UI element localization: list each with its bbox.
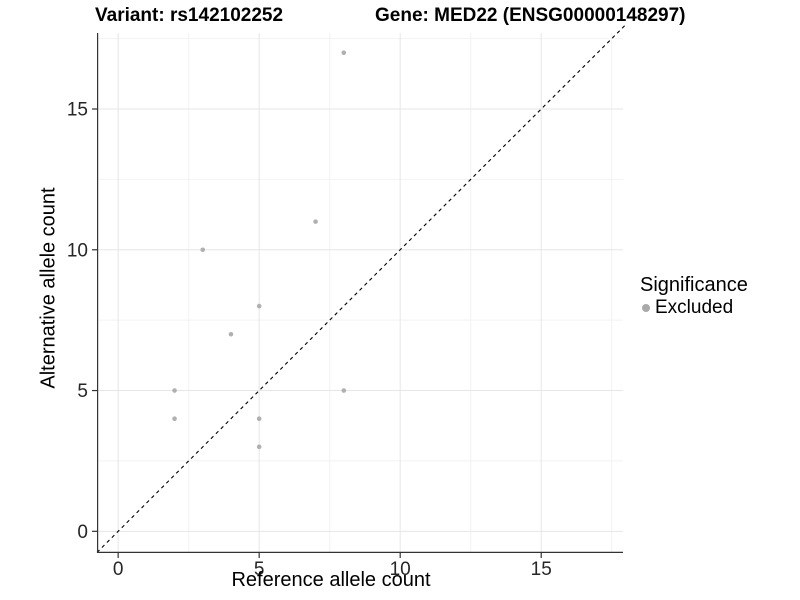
plot-title-gene: Gene: MED22 (ENSG00000148297)	[375, 5, 686, 26]
data-point	[256, 416, 262, 422]
y-tick-label: 5	[77, 381, 88, 402]
points-group	[172, 50, 347, 450]
plot-title-variant: Variant: rs142102252	[95, 5, 284, 26]
data-point	[341, 388, 347, 393]
data-point	[228, 331, 234, 337]
legend-item-excluded: Excluded	[642, 297, 748, 318]
grid-major	[97, 33, 623, 553]
legend-title: Significance	[640, 274, 748, 296]
data-point	[200, 247, 206, 253]
data-point	[172, 416, 177, 422]
plot-panel: 0 5 10 15 0 5 10 15	[67, 24, 627, 580]
x-tick-label: 5	[254, 559, 265, 580]
data-point	[256, 303, 262, 309]
y-tick-label: 10	[67, 240, 88, 261]
identity-line	[96, 24, 627, 553]
y-axis-title: Alternative allele count	[37, 187, 60, 389]
identity-line-group	[96, 24, 627, 553]
x-tick-label: 0	[113, 559, 124, 580]
grid-minor	[97, 33, 623, 553]
data-point	[256, 444, 262, 450]
data-point	[341, 50, 347, 56]
legend-item-label: Excluded	[655, 297, 734, 318]
y-tick-label: 0	[77, 522, 88, 543]
axis-tick-labels: 0 5 10 15 0 5 10 15	[67, 100, 552, 580]
x-axis-title: Reference allele count	[231, 569, 431, 591]
data-point	[172, 388, 177, 393]
legend: Significance Excluded	[640, 274, 748, 318]
y-tick-label: 15	[67, 100, 88, 121]
x-tick-label: 10	[390, 559, 411, 580]
data-point	[313, 219, 318, 224]
axis-ticks	[92, 108, 542, 558]
legend-key-circle-icon	[642, 303, 650, 312]
plot-canvas: 0 5 10 15 0 5 10 15	[67, 24, 627, 580]
axis-lines	[97, 33, 623, 554]
x-tick-label: 15	[531, 559, 552, 580]
